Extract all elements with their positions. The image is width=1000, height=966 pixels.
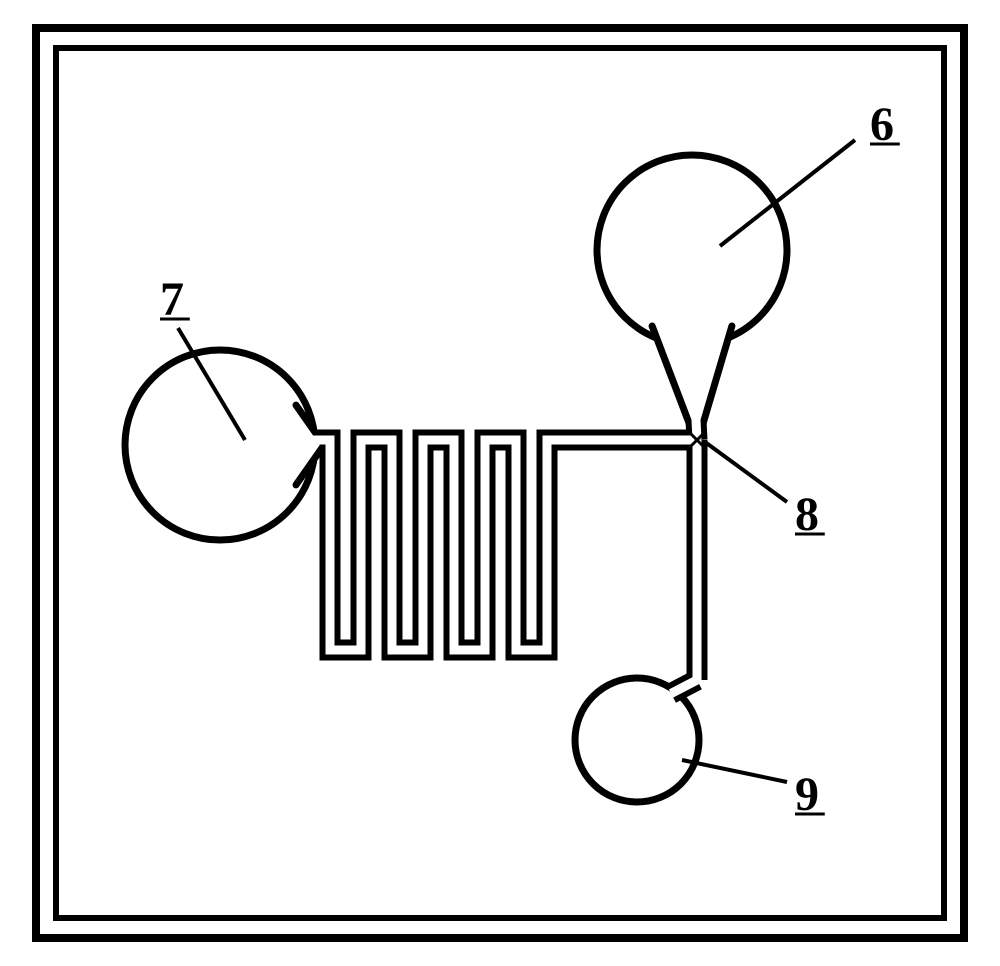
top-reservoir	[597, 155, 787, 345]
channel-core	[692, 339, 697, 440]
left-reservoir	[125, 350, 315, 540]
